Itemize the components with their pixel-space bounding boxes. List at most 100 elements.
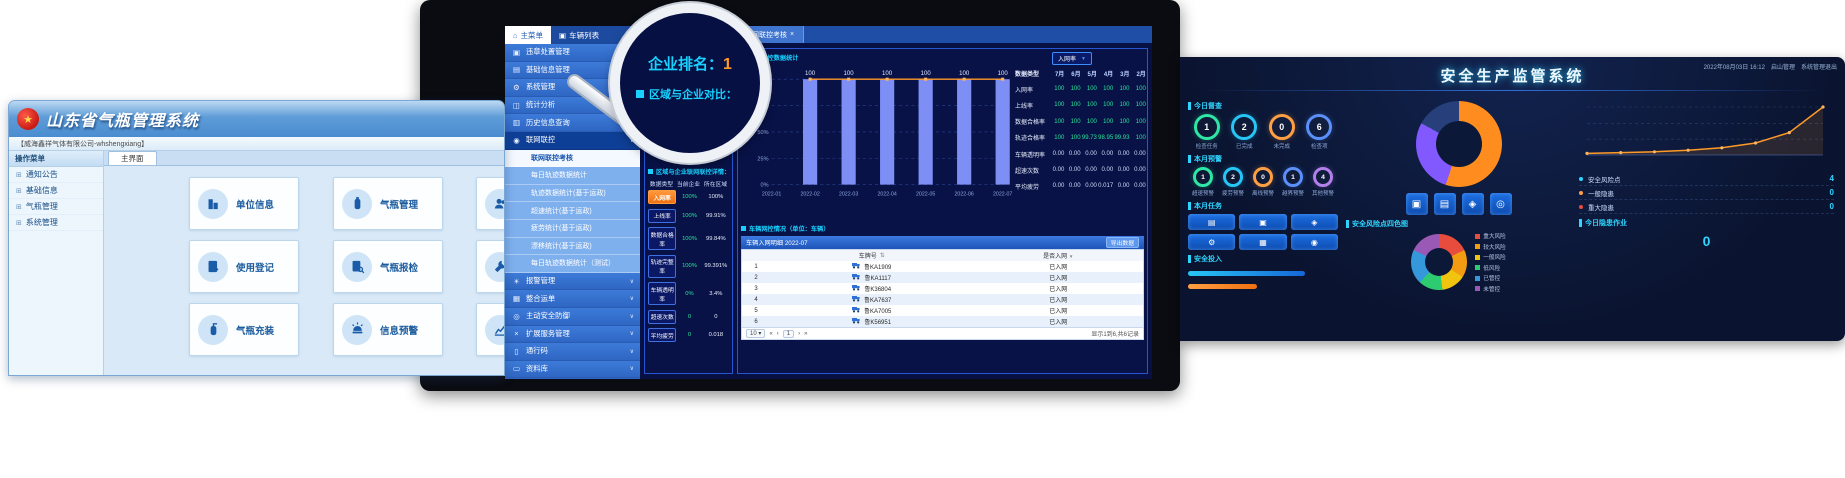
task-check-icon[interactable]: ▣ [1239,214,1287,230]
sidebar-item-基础信息[interactable]: ⊞ 基础信息 [9,183,103,199]
home-tile-气瓶充装[interactable]: 气瓶充装 [189,303,299,356]
truck-tile-icon[interactable]: ▣ [1405,193,1428,215]
task-alert-icon[interactable]: ◈ [1290,214,1338,230]
month-cell-value: 100 [1070,102,1081,109]
sidebar-item-报警管理[interactable]: ☀ 报警管理 ∨ [505,272,640,291]
sidebar-item-整合运单[interactable]: ▦ 整合运单 ∨ [505,290,640,308]
home-tile-使用登记[interactable]: 使用登记 [189,240,299,293]
page-input[interactable]: 1 [782,329,795,338]
home-tile-单位信息[interactable]: 单位信息 [189,177,299,230]
sidebar-item-气瓶管理[interactable]: ⊞ 气瓶管理 [9,199,103,215]
home-tile-信息预警[interactable]: 信息预警 [333,303,443,356]
sidebar-item-漂移统计(基于运政)[interactable]: 漂移统计(基于运政) [505,237,640,256]
sidebar-tab-bar: ⌂ 主菜单 ▣ 车辆列表 « [505,26,640,44]
home-tile-partial[interactable] [476,240,504,293]
vehicle-row-鲁KA1117[interactable]: 2 鲁KA1117 已入网 [741,272,1144,283]
status-column-header[interactable]: 是否入网 ▼ [1043,254,1074,260]
invest-bar-2 [1188,284,1257,289]
detail-row-上线率: 上线率 100% 99.91% [648,208,729,223]
task-target-icon[interactable]: ◉ [1290,234,1338,250]
gauge-越界预警: 1 越界预警 [1278,167,1308,197]
metric-pill-上线率[interactable]: 上线率 [648,208,677,223]
month-cell-value: 100 [1054,134,1065,141]
sidebar-item-通知公告[interactable]: ⊞ 通知公告 [9,167,103,183]
home-tile-partial[interactable] [476,303,504,356]
sidebar-item-通行码[interactable]: ▯ 通行码 ∨ [505,343,640,361]
first-page-button[interactable]: « [769,330,773,337]
sidebar-item-轨迹数据统计(基于运政)[interactable]: 轨迹数据统计(基于运政) [505,184,640,203]
sidebar-item-联网联控考核[interactable]: 联网联控考核 [505,149,640,168]
sidebar-item-主动安全防御[interactable]: ◎ 主动安全防御 ∨ [505,307,640,326]
section-bullet-icon [648,169,653,174]
stats-icon: ◫ [512,100,521,110]
svg-text:100: 100 [959,70,970,77]
metric-pill-轨迹完整率[interactable]: 轨迹完整率 [648,254,677,278]
sort-icon[interactable]: ⇅ [879,253,885,259]
month-cell-value: 0.00 [1052,183,1065,190]
vehicle-row-鲁KA7005[interactable]: 5 鲁KA7005 已入网 [741,305,1144,316]
vehicle-row-鲁K36804[interactable]: 3 鲁K36804 已入网 [741,283,1144,294]
next-page-button[interactable]: › [798,330,801,337]
export-data-button[interactable]: 导出数据 [1105,237,1139,248]
today-work-title: 今日隐患作业 [1579,218,1834,228]
shield-tile-icon[interactable]: ◎ [1489,193,1512,215]
vehicle-row-鲁KA7637[interactable]: 4 鲁KA7637 已入网 [741,294,1144,305]
tab-close-icon[interactable]: × [790,31,795,38]
home-tile-partial[interactable] [476,177,504,230]
legend-低风险: 低风险 [1475,264,1505,272]
plate-number: 鲁K56951 [864,320,892,326]
vehicle-row-鲁K56951[interactable]: 6 鲁K56951 已入网 [741,316,1144,327]
sidebar-item-超速统计(基于运政)[interactable]: 超速统计(基于运政) [505,202,640,220]
prev-page-button[interactable]: ‹ [776,330,779,337]
gauge-ring: 2 [1223,167,1243,187]
metric-pill-车辆透明率[interactable]: 车辆透明率 [648,282,677,305]
sidebar-item-每日轨迹数据统计（测试）[interactable]: 每日轨迹数据统计（测试） [505,255,640,273]
gauge-ring: 1 [1193,167,1213,187]
metric-pill-入网率[interactable]: 入网率 [648,190,677,204]
month-cell-value: 0.00 [1117,183,1130,190]
home-tile-气瓶报检[interactable]: 气瓶报检 [333,240,443,293]
filter-icon[interactable]: ▼ [1068,254,1074,259]
sidebar-item-疲劳统计(基于运政)[interactable]: 疲劳统计(基于运政) [505,219,640,238]
metric-pill-数据合格率[interactable]: 数据合格率 [648,227,677,250]
sidebar-item-联网联控[interactable]: ◉ 联网联控 ∨ [505,131,640,150]
pagination-summary: 显示1到6,共6记录 [1091,332,1139,338]
home-tile-气瓶管理[interactable]: 气瓶管理 [333,177,443,230]
sidebar-item-每日轨迹数据统计[interactable]: 每日轨迹数据统计 [505,167,640,185]
svg-text:2022-02: 2022-02 [800,192,819,198]
sidebar-item-资料库[interactable]: ▭ 资料库 ∨ [505,360,640,379]
svg-text:100: 100 [921,70,932,77]
month-cell-value: 0.00 [1117,167,1130,174]
plate-cell: 鲁K36804 [770,284,973,293]
legend-label: 未管控 [1483,286,1501,293]
doc-tile-icon[interactable]: ▤ [1433,193,1456,215]
vehicle-row-鲁KA1909[interactable]: 1 鲁KA1909 已入网 [741,261,1144,272]
page-size-select[interactable]: 10 ▾ [746,329,766,338]
legend-label: 低风险 [1483,265,1501,272]
chevron-down-icon: ∨ [629,296,634,303]
history-icon: ▥ [512,118,521,128]
tab-main-menu[interactable]: ⌂ 主菜单 [505,26,552,44]
metric-dropdown[interactable]: 入网率 ▼ [1052,52,1092,65]
plate-column-header[interactable]: 车牌号 ⇅ [858,253,885,260]
sidebar-item-扩展服务管理[interactable]: × 扩展服务管理 ∨ [505,325,640,344]
sidebar-item-系统管理[interactable]: ⊞ 系统管理 [9,215,103,231]
logout-link[interactable]: 系统管理退出 [1800,65,1837,71]
task-doc-icon[interactable]: ▦ [1239,234,1287,250]
task-list-icon[interactable]: ▤ [1188,214,1236,230]
metric-pill-超速次数[interactable]: 超速次数 [648,309,677,324]
tab-main-screen[interactable]: 主界面 [108,151,157,165]
detail-row-超速次数: 超速次数 0 0 [648,309,729,324]
svg-text:0%: 0% [761,183,769,189]
last-page-button[interactable]: » [804,330,808,337]
month-cell-value: 99.73 [1081,134,1097,141]
task-gear-icon[interactable]: ⚙ [1188,234,1236,250]
network-icon: ◉ [513,135,520,145]
metric-pill-平均疲劳[interactable]: 平均疲劳 [648,328,677,342]
truck-icon [852,284,861,293]
bell-tile-icon[interactable]: ◈ [1461,193,1484,215]
gauge-ring: 6 [1306,114,1333,140]
region-value: 100% [708,194,724,200]
tab-vehicle-list[interactable]: ▣ 车辆列表 [551,26,607,44]
operation-menu-sidebar: 操作菜单 ⊞ 通知公告 ⊞ 基础信息 ⊞ 气瓶管理 ⊞ 系统管理 [9,151,104,375]
